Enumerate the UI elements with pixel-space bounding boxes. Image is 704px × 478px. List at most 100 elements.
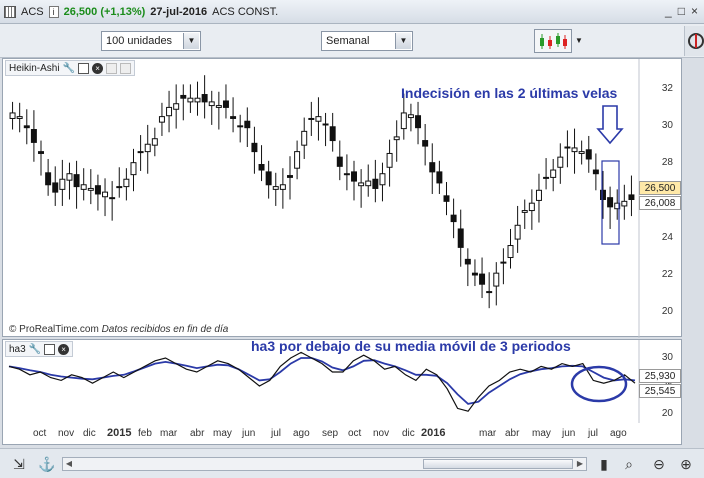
data-credit: © ProRealTime.com Datos recibidos en fin…	[9, 324, 228, 335]
candle-body	[272, 186, 279, 190]
move-up-icon[interactable]	[106, 62, 118, 74]
x-tick: ago	[293, 428, 310, 439]
move-down-icon[interactable]	[120, 62, 132, 74]
candle-body	[158, 116, 165, 123]
wrench-icon[interactable]: 🔧	[28, 343, 42, 355]
x-tick: jun	[562, 428, 576, 439]
close-button[interactable]: ×	[690, 4, 698, 18]
candle-body	[180, 94, 187, 99]
ha3-highlight-ellipse	[570, 365, 628, 403]
title-bar: ACS i 26,500 (+1,13%) 27-jul-2016 ACS CO…	[0, 0, 704, 24]
wrench-icon[interactable]: 🔧	[62, 62, 76, 74]
period-select[interactable]: Semanal ▼	[321, 31, 413, 51]
x-axis: oct nov dic 2015 feb mar abr may jun jul…	[2, 423, 682, 445]
candle-body	[137, 151, 144, 154]
bottom-toolbar: ⇲ ⚓ ◀ ▶ ▮ ⌕ ⊖ ⊕	[0, 448, 704, 478]
candle-body	[265, 171, 272, 186]
zoom-fit-icon[interactable]: ⌕	[625, 456, 633, 472]
maximize-button[interactable]: □	[677, 4, 685, 18]
price-panel-header: Heikin-Ashi 🔧 ×	[5, 60, 136, 76]
x-tick-year: 2016	[421, 427, 446, 439]
candle-body	[244, 120, 251, 129]
bar-chart-icon[interactable]: ▮	[600, 456, 608, 472]
candle-body	[464, 258, 471, 265]
scroll-thumb[interactable]	[423, 459, 573, 469]
candle-body	[436, 171, 443, 184]
candle-body	[173, 103, 180, 110]
x-tick: oct	[33, 428, 47, 439]
chevron-down-icon[interactable]: ▼	[395, 33, 411, 49]
candle-body	[343, 173, 350, 176]
drawing-tool-icon	[688, 33, 704, 49]
candle-body	[23, 125, 30, 129]
zoom-in-icon[interactable]: ⊕	[680, 456, 692, 472]
candle-body	[294, 151, 301, 169]
candle-body	[557, 156, 564, 168]
price-chart[interactable]	[3, 59, 683, 338]
candles-icon	[540, 33, 567, 49]
y-tick: 30	[661, 352, 673, 363]
candle-body	[358, 182, 365, 187]
side-tool-button[interactable]	[684, 26, 704, 56]
x-tick: nov	[58, 428, 75, 439]
window-icon[interactable]	[78, 62, 90, 74]
candle-body	[301, 130, 308, 146]
ha3-chart[interactable]	[3, 340, 683, 425]
export-icon[interactable]: ⇲	[13, 456, 25, 472]
window-controls: _ □ ×	[665, 4, 698, 18]
candle-body	[571, 147, 578, 153]
heikin-ashi-label: Heikin-Ashi	[9, 62, 60, 74]
chevron-down-icon[interactable]: ▼	[183, 33, 199, 49]
chart-type-button[interactable]	[534, 29, 572, 53]
ha3-value-tag: 25,930	[639, 369, 681, 383]
zoom-out-icon[interactable]: ⊖	[653, 456, 665, 472]
magnet-icon[interactable]: ⚓	[38, 456, 56, 472]
minimize-button[interactable]: _	[665, 4, 672, 18]
candle-body	[308, 117, 315, 120]
scroll-right-icon[interactable]: ▶	[576, 459, 584, 468]
x-tick: may	[532, 428, 551, 439]
candle-body	[400, 112, 407, 130]
candle-body	[543, 176, 550, 179]
candle-body	[9, 112, 16, 119]
candle-body	[365, 180, 372, 187]
x-tick: mar	[160, 428, 178, 439]
candle-body	[393, 136, 400, 141]
candle-body	[187, 97, 194, 103]
annotation-box	[601, 160, 620, 245]
candle-body	[379, 173, 386, 186]
ha3-panel: ha3 🔧 × 30 25 20 25,930 25,545 ha3 por d…	[2, 338, 683, 425]
candle-body	[87, 187, 94, 191]
grid-icon[interactable]	[4, 5, 16, 18]
horizontal-scrollbar[interactable]: ◀ ▶	[62, 457, 587, 471]
y-tick: 22	[661, 269, 673, 280]
toolbar: 100 unidades ▼ Semanal ▼ ▼	[0, 24, 704, 58]
close-indicator-icon[interactable]: ×	[58, 343, 70, 355]
x-tick: dic	[402, 428, 415, 439]
date-label: 27-jul-2016	[150, 5, 208, 18]
period-select-value: Semanal	[326, 35, 370, 47]
close-indicator-icon[interactable]: ×	[92, 62, 104, 74]
units-select[interactable]: 100 unidades ▼	[101, 31, 201, 51]
scroll-left-icon[interactable]: ◀	[65, 459, 73, 468]
candle-body	[535, 189, 542, 201]
y-tick: 32	[661, 83, 673, 94]
annotation-arrow	[596, 105, 624, 145]
x-tick: jul	[271, 428, 282, 439]
candle-body	[30, 129, 37, 143]
candle-body	[607, 197, 614, 208]
candle-body	[73, 174, 80, 188]
credit-site: © ProRealTime.com	[9, 324, 99, 335]
info-icon[interactable]: i	[48, 5, 59, 18]
last-price-tag: 26,500	[639, 181, 681, 195]
candle-body	[578, 151, 585, 154]
price-change: 26,500 (+1,13%)	[63, 5, 146, 18]
candle-body	[286, 175, 293, 178]
candle-body	[486, 291, 493, 294]
chevron-down-icon[interactable]: ▼	[575, 36, 583, 45]
candle-body	[500, 261, 507, 264]
window-icon[interactable]	[44, 343, 56, 355]
x-tick-year: 2015	[107, 427, 132, 439]
candle-body	[564, 146, 571, 149]
candle-body	[116, 186, 123, 189]
